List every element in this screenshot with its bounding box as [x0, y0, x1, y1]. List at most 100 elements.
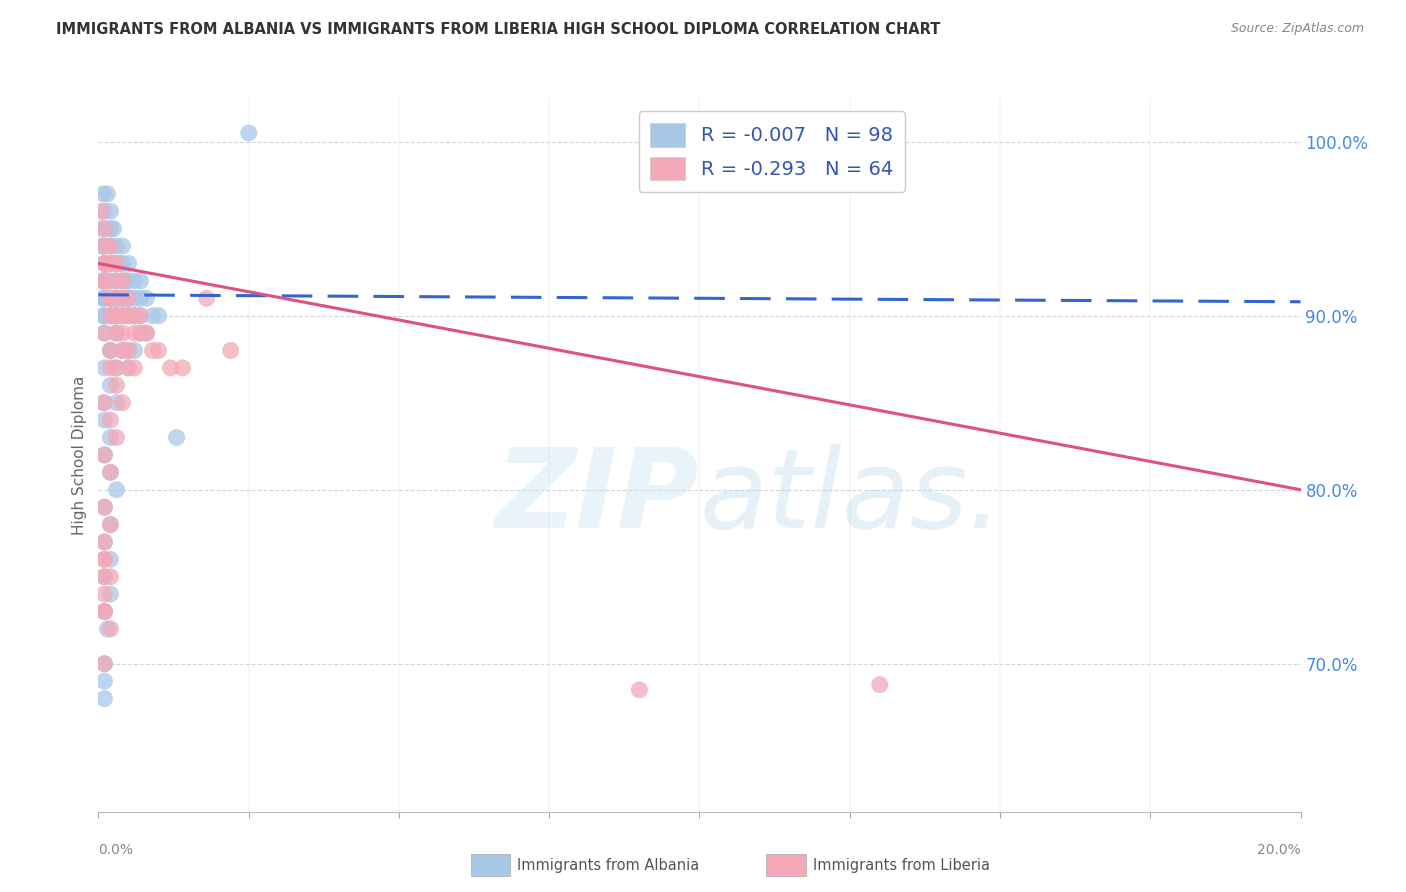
Point: [100, 360, 122, 375]
Point: [100, 466, 122, 480]
Point: [117, 291, 139, 305]
Point: [100, 517, 122, 532]
Point: [105, 430, 128, 444]
Point: [93, 657, 115, 671]
Legend: R = -0.007   N = 98, R = -0.293   N = 64: R = -0.007 N = 98, R = -0.293 N = 64: [638, 112, 904, 192]
Point: [105, 309, 128, 323]
Point: [117, 343, 139, 358]
Point: [93, 605, 115, 619]
Point: [124, 274, 146, 288]
Point: [93, 535, 115, 549]
Point: [111, 291, 134, 305]
Point: [93, 413, 115, 427]
Point: [91, 186, 114, 201]
Point: [124, 309, 146, 323]
Point: [117, 343, 139, 358]
Point: [103, 221, 125, 235]
Point: [100, 413, 122, 427]
Point: [129, 291, 152, 305]
Point: [105, 326, 128, 340]
Point: [124, 309, 146, 323]
Point: [90, 221, 112, 235]
Point: [93, 309, 115, 323]
Point: [105, 239, 128, 253]
Point: [96, 256, 118, 270]
Point: [105, 291, 128, 305]
Point: [96, 186, 118, 201]
Point: [90, 204, 112, 219]
Point: [105, 395, 128, 409]
Point: [93, 448, 115, 462]
Point: [105, 291, 128, 305]
Point: [100, 204, 122, 219]
Point: [117, 360, 139, 375]
Point: [100, 466, 122, 480]
Point: [869, 678, 891, 692]
Point: [124, 326, 146, 340]
Point: [105, 274, 128, 288]
Point: [141, 343, 163, 358]
Point: [91, 291, 114, 305]
Point: [100, 291, 122, 305]
Point: [93, 256, 115, 270]
Point: [135, 291, 157, 305]
Point: [100, 552, 122, 566]
Point: [90, 239, 112, 253]
Point: [117, 291, 139, 305]
Point: [91, 291, 114, 305]
Point: [93, 360, 115, 375]
Point: [93, 570, 115, 584]
Text: ZIP: ZIP: [496, 444, 700, 551]
Point: [111, 239, 134, 253]
Point: [105, 309, 128, 323]
Point: [93, 500, 115, 515]
Point: [108, 256, 131, 270]
Point: [93, 657, 115, 671]
Point: [93, 587, 115, 601]
Point: [117, 309, 139, 323]
Point: [111, 343, 134, 358]
Point: [93, 395, 115, 409]
Point: [93, 274, 115, 288]
Point: [105, 256, 128, 270]
Point: [111, 309, 134, 323]
Point: [100, 570, 122, 584]
Point: [111, 309, 134, 323]
Point: [117, 256, 139, 270]
Point: [117, 274, 139, 288]
Point: [111, 326, 134, 340]
Text: Source: ZipAtlas.com: Source: ZipAtlas.com: [1230, 22, 1364, 36]
Point: [100, 291, 122, 305]
Point: [93, 326, 115, 340]
Point: [105, 291, 128, 305]
Point: [166, 430, 188, 444]
Text: Immigrants from Albania: Immigrants from Albania: [517, 858, 700, 872]
Point: [100, 587, 122, 601]
Point: [100, 256, 122, 270]
Point: [100, 309, 122, 323]
Point: [100, 343, 122, 358]
Text: atlas.: atlas.: [700, 444, 1004, 551]
Point: [135, 326, 157, 340]
Point: [129, 309, 152, 323]
Text: IMMIGRANTS FROM ALBANIA VS IMMIGRANTS FROM LIBERIA HIGH SCHOOL DIPLOMA CORRELATI: IMMIGRANTS FROM ALBANIA VS IMMIGRANTS FR…: [56, 22, 941, 37]
Text: Immigrants from Liberia: Immigrants from Liberia: [813, 858, 990, 872]
Point: [111, 274, 134, 288]
Point: [111, 343, 134, 358]
Point: [129, 326, 152, 340]
Point: [111, 291, 134, 305]
Point: [238, 126, 260, 140]
Point: [100, 239, 122, 253]
Point: [91, 395, 114, 409]
Point: [100, 291, 122, 305]
Point: [141, 309, 163, 323]
Point: [100, 517, 122, 532]
Point: [105, 291, 128, 305]
Point: [100, 274, 122, 288]
Point: [135, 326, 157, 340]
Point: [93, 256, 115, 270]
Point: [93, 605, 115, 619]
Point: [100, 256, 122, 270]
Point: [93, 256, 115, 270]
Point: [105, 309, 128, 323]
